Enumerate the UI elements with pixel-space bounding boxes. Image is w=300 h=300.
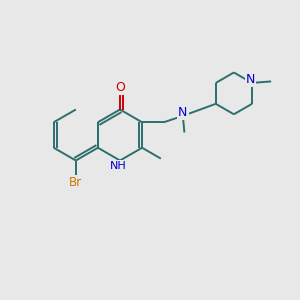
- Text: NH: NH: [110, 161, 127, 171]
- Text: N: N: [178, 106, 188, 119]
- Text: Br: Br: [69, 176, 82, 189]
- Text: N: N: [246, 74, 255, 86]
- Text: O: O: [115, 81, 125, 94]
